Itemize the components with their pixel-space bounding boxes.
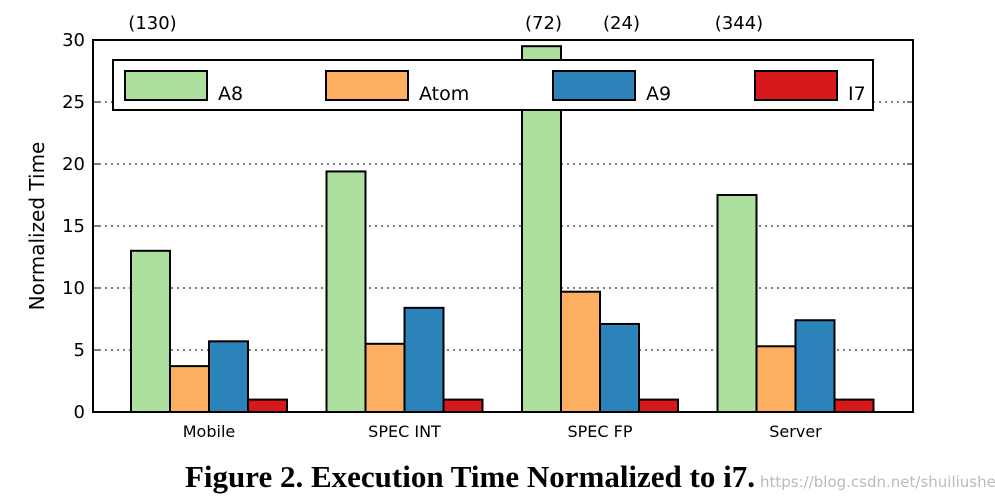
bar [364, 342, 406, 413]
x-tick-label: SPEC FP [567, 422, 632, 441]
bar [755, 345, 797, 413]
legend-label: Atom [419, 83, 469, 105]
bar [599, 322, 640, 413]
bar [442, 398, 484, 414]
bar [794, 319, 836, 413]
legend-box [112, 59, 874, 111]
y-axis-label: Normalized Time [25, 142, 49, 311]
legend-label: I7 [848, 83, 866, 105]
annotation: (130) [128, 13, 176, 34]
bar [638, 398, 679, 414]
x-tick-label: Server [769, 422, 822, 441]
x-tick-label: SPEC INT [368, 422, 441, 441]
legend-swatch [124, 70, 208, 101]
watermark: https://blog.csdn.net/shuiliusheng [760, 473, 995, 491]
y-tick-label: 30 [62, 30, 85, 51]
legend-label: A8 [218, 83, 243, 105]
bar [716, 194, 758, 413]
legend-swatch [754, 70, 838, 101]
legend-swatch [325, 70, 409, 101]
annotation: (72) [525, 13, 562, 34]
y-tick-label: 10 [62, 278, 85, 299]
bar [403, 306, 445, 413]
annotation: (344) [715, 13, 763, 34]
legend-label: A9 [646, 83, 671, 105]
bar [208, 340, 249, 414]
bar [325, 170, 367, 413]
bar [130, 249, 171, 413]
bar [247, 398, 288, 414]
x-tick-label: Mobile [183, 422, 235, 441]
annotation: (24) [603, 13, 640, 34]
y-tick-label: 0 [74, 402, 85, 423]
chart-title: Figure 2. Execution Time Normalized to i… [185, 459, 755, 494]
plot-frame [92, 39, 914, 413]
y-tick-label: 25 [62, 92, 85, 113]
legend-swatch [552, 70, 636, 101]
bar [169, 365, 210, 413]
y-tick-label: 5 [74, 340, 85, 361]
y-tick-label: 15 [62, 216, 85, 237]
bar [833, 398, 875, 414]
y-tick-label: 20 [62, 154, 85, 175]
bar [560, 290, 601, 413]
